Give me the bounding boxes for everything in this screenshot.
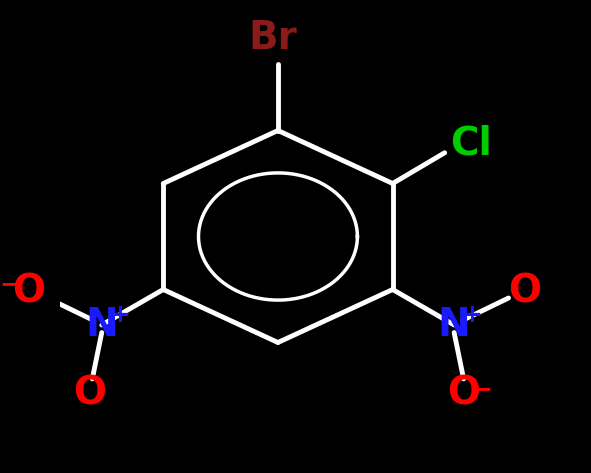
Text: O: O: [447, 375, 480, 412]
Text: O: O: [12, 273, 45, 311]
Text: +: +: [109, 303, 130, 326]
Text: −: −: [471, 377, 492, 401]
Text: Cl: Cl: [450, 124, 492, 162]
Text: +: +: [462, 303, 482, 326]
Text: −: −: [0, 272, 20, 296]
Text: Br: Br: [249, 19, 298, 57]
Text: N: N: [86, 306, 118, 344]
Text: O: O: [508, 273, 541, 311]
Text: O: O: [73, 375, 106, 412]
Text: N: N: [438, 306, 470, 344]
